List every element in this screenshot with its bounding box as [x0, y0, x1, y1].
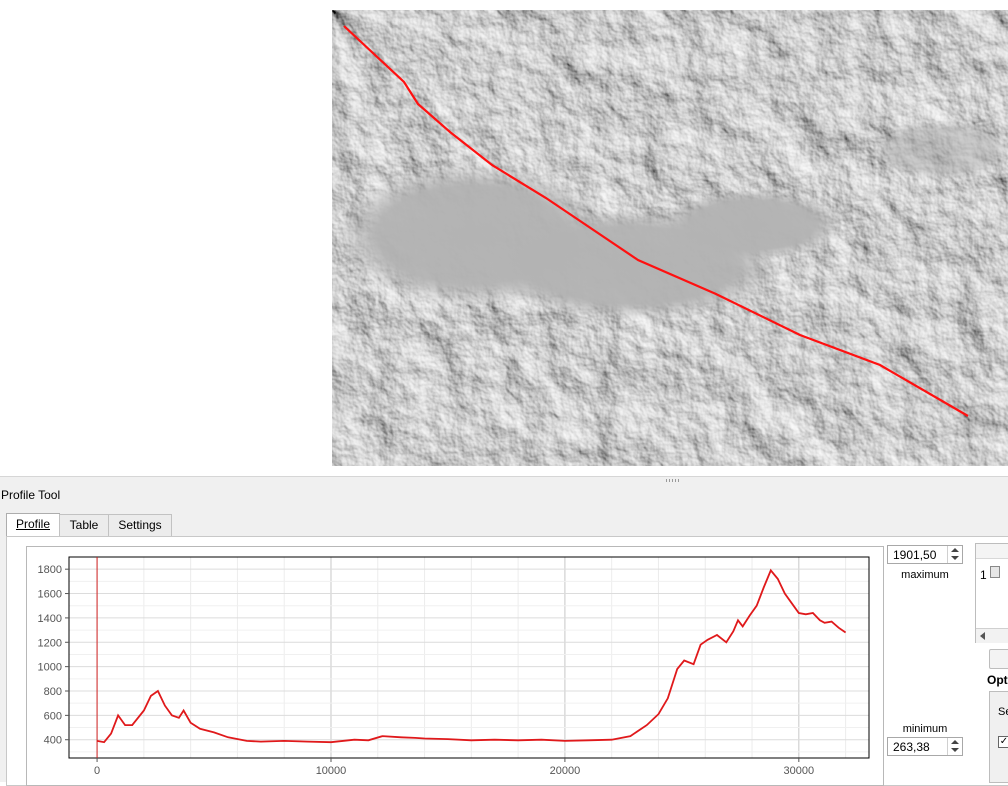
- y-tick-label: 1000: [38, 662, 62, 674]
- tab-table-label: Table: [69, 518, 99, 532]
- y-tick-label: 1200: [38, 637, 62, 649]
- minimum-value: 263,38: [893, 740, 930, 754]
- x-tick-label: 30000: [784, 765, 815, 777]
- x-tick-label: 0: [94, 765, 100, 777]
- options-group: Se ✓: [989, 691, 1008, 783]
- hillshade-terrain-image: [332, 10, 1008, 466]
- chart-ticks: 0 10000 20000 30000 400 600 800 1000 1200 1400 160…: [38, 564, 815, 777]
- tab-settings-label: Settings: [118, 518, 162, 532]
- spin-down-icon[interactable]: [951, 556, 959, 560]
- panel-button[interactable]: [989, 649, 1008, 669]
- y-tick-label: 1400: [38, 613, 62, 625]
- maximum-value: 1901,50: [893, 548, 937, 562]
- elevation-profile-line[interactable]: [96, 568, 847, 744]
- profile-plot[interactable]: 0 10000 20000 30000 400 600 800 1000 1200 1400 160…: [26, 546, 884, 786]
- maximum-spinbox[interactable]: 1901,50: [887, 545, 963, 564]
- map-canvas[interactable]: [0, 0, 1008, 476]
- layer-table[interactable]: 1: [975, 543, 1008, 643]
- hillshade-raster[interactable]: [332, 10, 1008, 466]
- minimum-spinbox[interactable]: 263,38: [887, 737, 963, 756]
- y-tick-label: 800: [44, 686, 62, 698]
- profile-tool-dock: Profile Tool Profile Table Settings 0 100…: [0, 476, 1008, 786]
- spin-up-icon[interactable]: [951, 740, 959, 744]
- tab-profile-label: Profile: [15, 517, 50, 531]
- tab-table[interactable]: Table: [59, 514, 109, 536]
- profile-chart[interactable]: 0 10000 20000 30000 400 600 800 1000 1200 1400 160…: [27, 547, 883, 785]
- layer-panel: 1 Opt Se ✓: [975, 543, 1008, 783]
- dock-title: Profile Tool: [1, 488, 61, 502]
- minimum-spin-arrows[interactable]: [947, 738, 962, 755]
- layer-row-number: 1: [980, 568, 987, 582]
- scroll-left-icon[interactable]: [980, 632, 985, 640]
- layer-table-scrollbar[interactable]: [976, 628, 1008, 643]
- profile-line-on-map: [343, 25, 969, 417]
- tab-settings[interactable]: Settings: [108, 514, 172, 536]
- y-tick-label: 600: [44, 710, 62, 722]
- chart-grid: [69, 556, 869, 758]
- spin-up-icon[interactable]: [951, 548, 959, 552]
- dock-resize-grip[interactable]: [666, 479, 680, 482]
- layer-table-header: [976, 544, 1008, 559]
- options-checkbox[interactable]: ✓: [998, 736, 1008, 748]
- x-tick-label: 20000: [550, 765, 581, 777]
- y-tick-label: 1600: [38, 589, 62, 601]
- maximum-label: maximum: [901, 569, 949, 581]
- options-group-title: Opt: [987, 673, 1008, 687]
- layer-color-swatch[interactable]: [990, 566, 1000, 578]
- x-tick-label: 10000: [316, 765, 347, 777]
- y-tick-label: 1800: [38, 564, 62, 576]
- minimum-label: minimum: [902, 723, 948, 735]
- maximum-spin-arrows[interactable]: [947, 546, 962, 563]
- spin-down-icon[interactable]: [951, 748, 959, 752]
- profile-tab-pane: 0 10000 20000 30000 400 600 800 1000 1200 1400 160…: [6, 536, 1008, 786]
- tab-profile[interactable]: Profile: [6, 513, 60, 537]
- options-se-label: Se: [998, 706, 1008, 718]
- plot-area-border: [68, 556, 870, 759]
- y-tick-label: 400: [44, 735, 62, 747]
